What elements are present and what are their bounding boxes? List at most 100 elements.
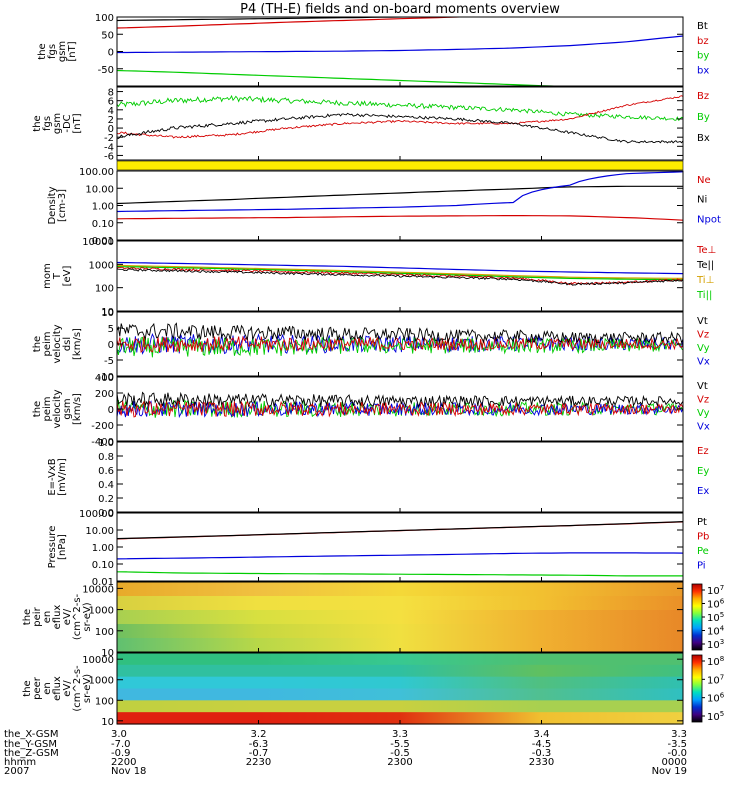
y-tick-label: 5 (108, 324, 114, 335)
y-tick-label: 6 (108, 97, 114, 108)
legend-entry: Ti|| (696, 290, 712, 301)
series-line-Vt (117, 391, 683, 409)
y-tick-label: -6 (104, 151, 114, 162)
x-row-value: -0.9 (111, 748, 131, 759)
y-tick-label: 10.00 (85, 184, 114, 195)
yellow-flag-bar (117, 161, 683, 170)
y-axis-label: momT[eV] (42, 263, 73, 289)
x-row-value: 2230 (246, 757, 271, 768)
y-tick-label: 0 (108, 48, 114, 59)
y-tick-label: 0.01 (92, 577, 114, 588)
heatmap-band (117, 610, 683, 625)
y-tick-label: -200 (91, 421, 114, 432)
x-row-value: 2300 (387, 757, 412, 768)
y-tick-label: 0.0 (98, 508, 114, 519)
x-row-value: 3.0 (111, 729, 127, 740)
legend-entry: Bz (697, 91, 709, 102)
y-tick-label: 0.10 (92, 560, 114, 571)
series-line-Ne (117, 215, 683, 221)
x-row-value: -4.5 (532, 739, 552, 750)
series-line-By (117, 94, 683, 122)
y-tick-label: 0 (108, 124, 114, 135)
y-tick-label: 1000 (89, 260, 114, 271)
legend-entry: Vt (697, 316, 708, 327)
series-line-Npot (117, 171, 683, 213)
y-tick-label: -10 (98, 372, 114, 383)
x-row-value: -3.5 (667, 739, 687, 750)
y-tick-label: 200 (95, 389, 114, 400)
legend-entry: Ne (697, 175, 711, 186)
legend-entry: Bx (697, 133, 710, 144)
y-tick-label: 8 (108, 88, 114, 99)
y-axis-label: thepeimvelocitygsm[km/s] (32, 389, 83, 428)
x-row-label: 2007 (4, 766, 29, 777)
y-tick-label: -400 (91, 437, 114, 448)
legend-entry: bz (697, 36, 709, 47)
panel-p1: Bt bz by bx 100 50 0 -50 thefgsgsm[nT] (37, 13, 709, 87)
series-line-Pi (117, 552, 683, 560)
legend-entry: Bt (697, 21, 708, 32)
series-line-Ni (117, 185, 683, 205)
y-tick-label: 10 (101, 308, 114, 319)
x-row-value: -0.5 (390, 748, 410, 759)
colorbar-tick-label: 105 (707, 611, 724, 624)
legend-entry: Ey (697, 466, 709, 477)
legend-entry: Ez (697, 446, 709, 457)
y-tick-label: 0.6 (98, 466, 114, 477)
heatmap-band (117, 700, 683, 713)
heatmap-band (117, 582, 683, 597)
y-axis-label: thefgsgsm[nT] (37, 41, 78, 62)
y-axis-label: Density[cm-3] (47, 186, 68, 224)
legend-entry: by (697, 51, 709, 62)
series-group (117, 322, 683, 358)
series-group (117, 391, 683, 419)
x-row-value: 3.3 (671, 729, 687, 740)
colorbar-tick-label: 106 (707, 598, 725, 611)
legend-entry: Pi (697, 561, 706, 572)
y-tick-label: 4 (108, 106, 114, 117)
colorbar-tick-label: 107 (707, 673, 724, 686)
series-group (117, 261, 683, 286)
x-row-value: 2330 (529, 757, 554, 768)
y-tick-label: -2 (104, 133, 114, 144)
y-axis-label: thepeerenefluxeV/(cm^2-s-sr-eV) (22, 665, 93, 712)
legend-entry: Ti⊥ (696, 275, 714, 286)
y-tick-label: 100.00 (79, 509, 114, 520)
x-row-value: 0000 (662, 757, 687, 768)
legend-entry: Vx (697, 422, 710, 433)
y-axis-label: Pressure[nPa] (47, 526, 68, 569)
legend-entry: By (697, 112, 710, 123)
panel-frame (116, 240, 684, 312)
series-line-by (117, 69, 568, 86)
panel-p8: Pt Pb Pe Pi 100.00 10.00 1.00 0.10 0.01 Pressure[… (47, 509, 709, 588)
legend-entry: Te|| (696, 260, 714, 271)
y-tick-label: 1.00 (92, 543, 114, 554)
y-tick-label: 100.00 (79, 167, 114, 178)
series-line-Ti (117, 261, 683, 275)
series-line-Pt (117, 521, 683, 540)
y-tick-label: 50 (101, 30, 114, 41)
y-axis-label: thefgsgsm-DC[nT] (32, 113, 83, 134)
series-line-bz (117, 17, 476, 29)
y-tick-label: 0.4 (98, 480, 114, 491)
colorbar-tick-label: 104 (707, 625, 725, 638)
panel-frame (116, 86, 684, 161)
legend-entry: Pb (697, 532, 709, 543)
legend-entry: Ex (697, 486, 709, 497)
y-axis-label: E=-VxB[mV/m] (47, 458, 68, 496)
x-row-value: 2200 (111, 757, 136, 768)
colorbar (691, 654, 703, 723)
panel-p4: Te⊥ Te|| Ti⊥ Ti|| 10000 1000 100 10 momT[eV] (42, 237, 716, 318)
series-line-bx (117, 35, 683, 54)
panel-frame (116, 441, 684, 513)
series-line-Bx (117, 112, 683, 144)
legend-entry: Vz (697, 330, 709, 341)
series-line-Vt (117, 322, 683, 344)
y-tick-label: 100 (95, 284, 114, 295)
series-line-Te⊥ (117, 266, 683, 286)
colorbar-tick-label: 106 (707, 692, 725, 705)
x-row-value: 3.4 (534, 729, 550, 740)
panel-p6: Vt Vz Vy Vx 400 200 0 -200 -400 thepeimvelocitygs… (32, 373, 710, 448)
y-tick-label: 2 (108, 115, 114, 126)
